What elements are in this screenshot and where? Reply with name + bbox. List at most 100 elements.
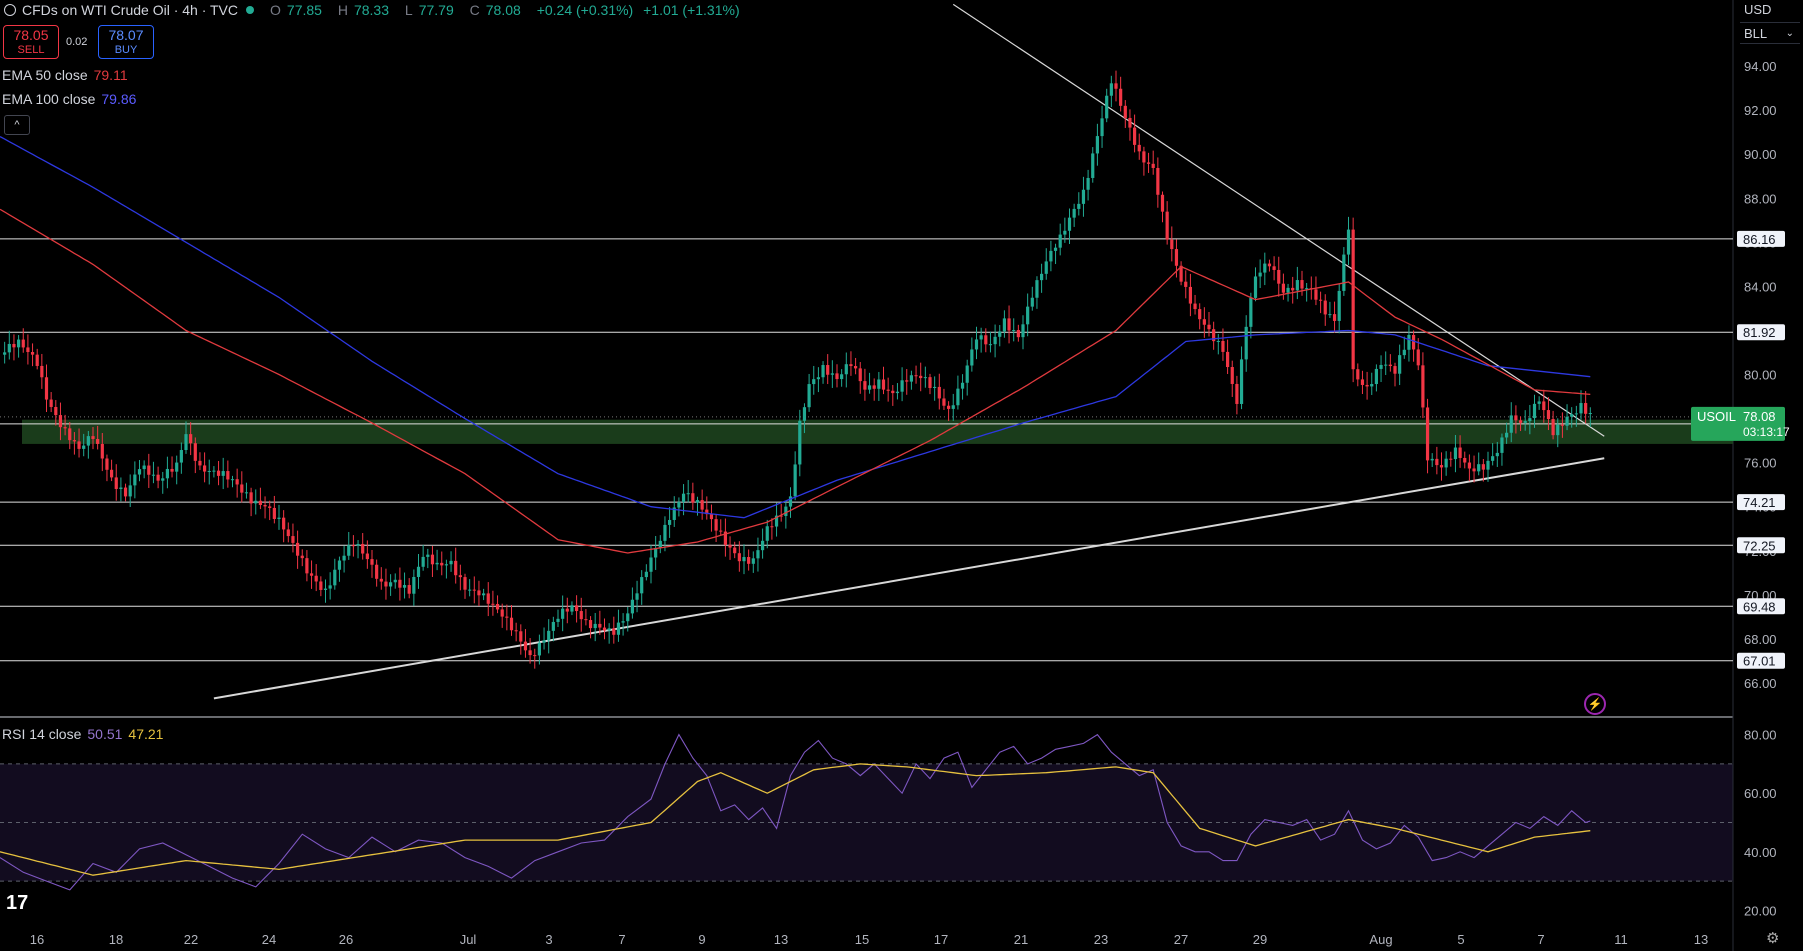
candle-body xyxy=(30,352,35,355)
candle-body xyxy=(798,420,802,465)
tradingview-logo-icon[interactable]: 17 xyxy=(6,892,29,914)
candle-body xyxy=(919,375,923,379)
candle-body xyxy=(1351,229,1355,370)
candle-body xyxy=(7,343,11,353)
level-price-label: 81.92 xyxy=(1743,325,1776,340)
candle-body xyxy=(686,493,690,495)
rsi-value: 50.51 xyxy=(87,726,123,742)
candle-body xyxy=(881,379,886,390)
candle-body xyxy=(733,547,737,554)
candle-body xyxy=(700,500,704,510)
bar-countdown: 03:13:17 xyxy=(1743,425,1790,439)
candle-body xyxy=(486,593,490,604)
time-tick-label: 3 xyxy=(545,932,552,947)
ema100-legend[interactable]: EMA 100 close 79.86 xyxy=(2,91,136,107)
candle-body xyxy=(1002,318,1006,332)
candle-body xyxy=(877,379,881,389)
candle-body xyxy=(430,554,435,565)
candle-body xyxy=(1272,266,1276,270)
candle-body xyxy=(1407,334,1411,350)
candle-body xyxy=(1244,326,1248,360)
rsi-legend[interactable]: RSI 14 close 50.51 47.21 xyxy=(2,726,163,742)
lightning-alert-icon[interactable]: ⚡ xyxy=(1584,693,1606,715)
candle-body xyxy=(1346,229,1351,255)
candle-body xyxy=(337,560,342,570)
rsi-tick-label: 40.00 xyxy=(1744,845,1777,860)
candle-body xyxy=(1165,211,1169,240)
candle-body xyxy=(533,655,537,657)
time-tick-label: 24 xyxy=(262,932,276,947)
spread-value: 0.02 xyxy=(66,36,88,48)
ohlc-values: O 77.85 H 78.33 L 77.79 C 78.08 +0.24 (+0.31… xyxy=(270,2,740,18)
candle-body xyxy=(965,365,969,383)
time-tick-label: 17 xyxy=(934,932,948,947)
candle-body xyxy=(942,398,946,406)
candle-body xyxy=(677,501,681,508)
candle-body xyxy=(1393,366,1397,374)
candle-body xyxy=(979,335,983,340)
currency-select[interactable]: USD xyxy=(1744,2,1772,17)
candle-body xyxy=(142,465,146,470)
candle-body xyxy=(258,500,262,505)
candle-body xyxy=(523,641,528,651)
candle-body xyxy=(44,377,49,400)
candle-body xyxy=(175,462,179,472)
buy-button[interactable]: 78.07 BUY xyxy=(98,25,154,59)
candle-body xyxy=(1095,136,1099,154)
unit-select[interactable]: BLL ⌄ xyxy=(1740,22,1800,44)
candle-body xyxy=(1435,458,1439,466)
candle-body xyxy=(1481,464,1485,470)
candle-body xyxy=(867,385,872,390)
candle-body xyxy=(207,470,211,472)
rsi-tick-label: 20.00 xyxy=(1744,903,1777,918)
candle-body xyxy=(305,558,309,574)
candle-body xyxy=(286,529,290,537)
candle-body xyxy=(393,579,397,583)
symbol-title[interactable]: CFDs on WTI Crude Oil · 4h · TVC xyxy=(22,2,239,18)
candle-body xyxy=(49,399,53,407)
candle-body xyxy=(895,391,900,394)
candle-body xyxy=(695,500,700,503)
sell-button[interactable]: 78.05 SELL xyxy=(3,25,59,59)
candle-body xyxy=(1500,437,1504,453)
candle-body xyxy=(17,339,21,348)
candle-body xyxy=(742,557,746,562)
candle-body xyxy=(900,380,904,392)
candle-body xyxy=(100,443,104,459)
candle-body xyxy=(802,407,807,421)
candle-body xyxy=(482,593,486,596)
candle-body xyxy=(1421,365,1425,408)
candle-body xyxy=(914,375,918,377)
gear-icon[interactable]: ⚙ xyxy=(1766,930,1780,947)
symbol-header: CFDs on WTI Crude Oil · 4h · TVC O 77.85 … xyxy=(4,0,746,20)
rsi-label: RSI 14 close xyxy=(2,726,82,742)
candle-body xyxy=(1398,355,1402,374)
candle-body xyxy=(612,628,616,635)
collapse-legend-button[interactable]: ^ xyxy=(4,115,30,135)
candle-body xyxy=(807,384,811,408)
candle-body xyxy=(1332,314,1337,321)
candle-body xyxy=(723,531,727,545)
candle-body xyxy=(254,500,258,504)
price-tick-label: 94.00 xyxy=(1744,59,1777,74)
sell-label: SELL xyxy=(17,44,45,56)
candle-body xyxy=(1221,340,1225,352)
candle-body xyxy=(709,514,714,520)
candle-body xyxy=(402,585,407,588)
candle-body xyxy=(621,621,625,623)
candle-body xyxy=(1123,105,1127,118)
candle-body xyxy=(1574,413,1578,415)
level-price-label: 67.01 xyxy=(1743,654,1776,669)
candle-body xyxy=(86,436,90,446)
ema50-legend[interactable]: EMA 50 close 79.11 xyxy=(2,67,128,83)
candle-body xyxy=(63,427,67,429)
candle-body xyxy=(282,517,286,530)
candle-body xyxy=(1458,447,1462,458)
candle-body xyxy=(779,515,783,517)
candle-body xyxy=(751,558,755,564)
candle-body xyxy=(1579,403,1583,414)
candle-body xyxy=(1523,421,1527,423)
candle-body xyxy=(1430,458,1434,461)
candle-body xyxy=(328,585,332,589)
